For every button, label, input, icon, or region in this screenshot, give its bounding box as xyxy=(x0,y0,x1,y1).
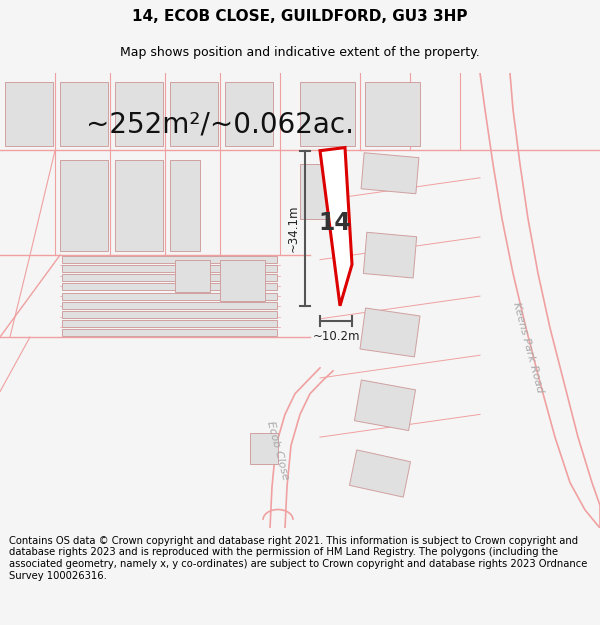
Bar xyxy=(60,159,108,251)
Bar xyxy=(62,292,277,299)
Bar xyxy=(300,82,355,146)
Bar xyxy=(364,232,416,278)
Bar xyxy=(349,450,410,497)
Text: 14: 14 xyxy=(319,211,352,235)
Bar xyxy=(62,320,277,327)
Bar xyxy=(62,302,277,309)
Bar xyxy=(62,265,277,272)
Text: Ecob Close: Ecob Close xyxy=(265,420,290,481)
Text: ~34.1m: ~34.1m xyxy=(287,204,299,252)
Bar xyxy=(62,329,277,336)
Bar xyxy=(225,82,273,146)
Text: 14, ECOB CLOSE, GUILDFORD, GU3 3HP: 14, ECOB CLOSE, GUILDFORD, GU3 3HP xyxy=(132,9,468,24)
Bar xyxy=(60,82,108,146)
Polygon shape xyxy=(320,148,352,306)
Text: Keens Park Road: Keens Park Road xyxy=(511,301,545,394)
Text: ~10.2m: ~10.2m xyxy=(312,331,360,343)
Bar xyxy=(361,152,419,194)
Bar xyxy=(62,284,277,291)
Text: ~252m²/~0.062ac.: ~252m²/~0.062ac. xyxy=(86,111,354,139)
Bar xyxy=(5,82,53,146)
Bar xyxy=(360,308,420,357)
Bar xyxy=(170,159,200,251)
Text: Map shows position and indicative extent of the property.: Map shows position and indicative extent… xyxy=(120,46,480,59)
Bar xyxy=(300,164,340,219)
Bar xyxy=(115,159,163,251)
Bar xyxy=(62,311,277,318)
Bar xyxy=(355,380,416,431)
Bar xyxy=(62,256,277,263)
Bar xyxy=(62,274,277,281)
Bar xyxy=(250,433,278,464)
Text: Contains OS data © Crown copyright and database right 2021. This information is : Contains OS data © Crown copyright and d… xyxy=(9,536,587,581)
Bar xyxy=(365,82,420,146)
Bar xyxy=(175,259,210,291)
Bar xyxy=(170,82,218,146)
Bar xyxy=(220,259,265,301)
Bar xyxy=(115,82,163,146)
